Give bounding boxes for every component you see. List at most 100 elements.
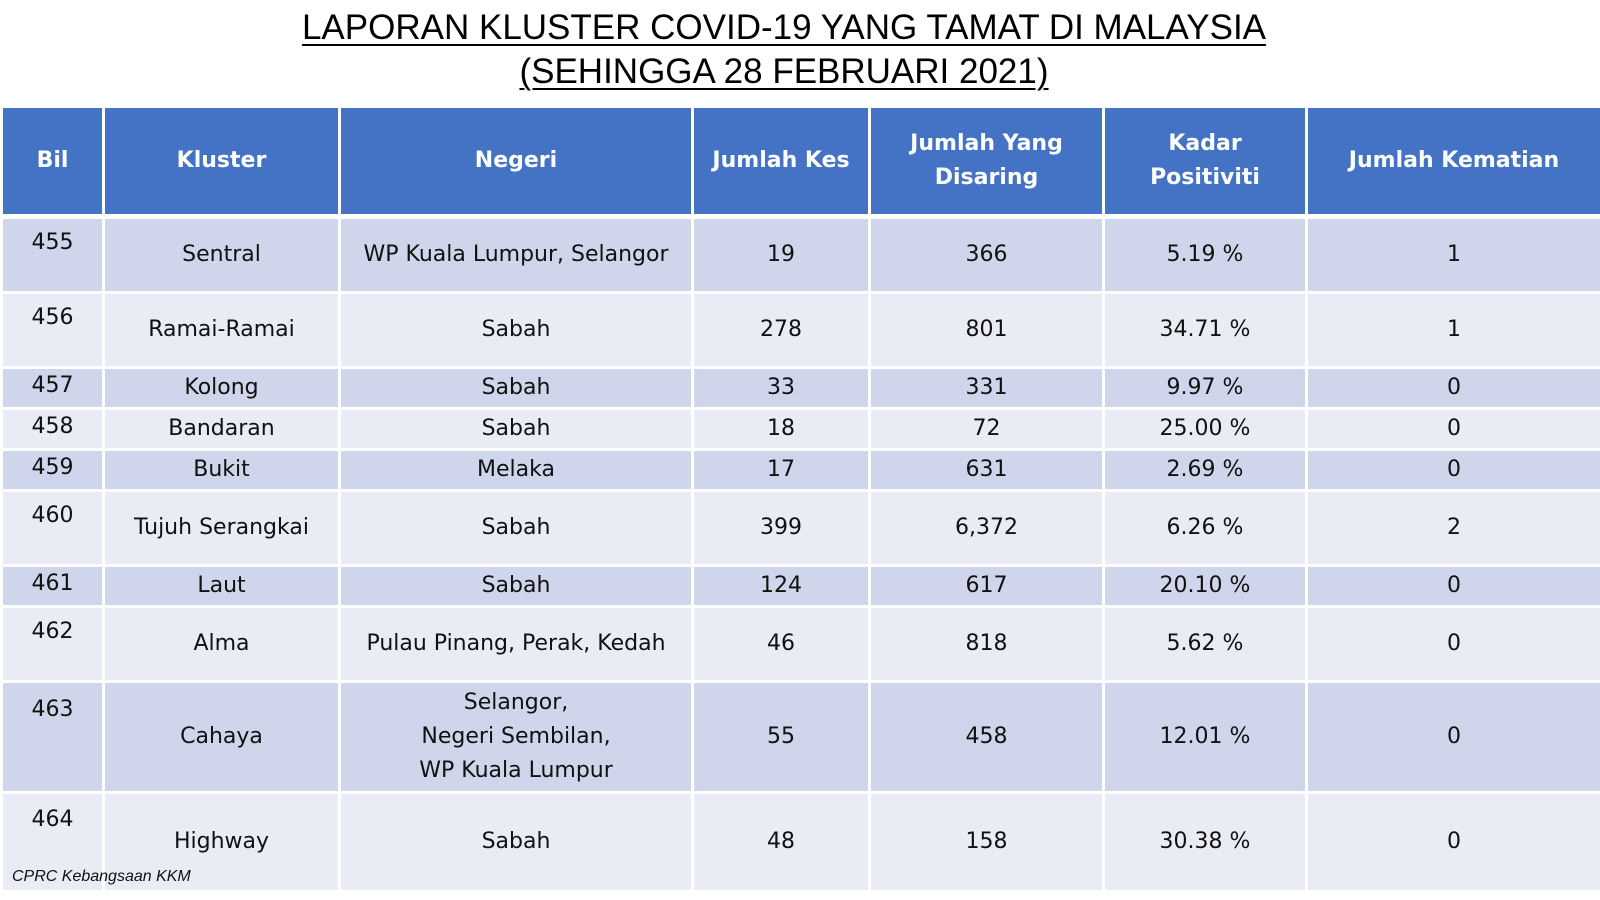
cell-negeri: Sabah [338,407,694,451]
cell-jumlah-kematian: 0 [1305,564,1600,608]
cell-kadar-positiviti: 5.19 % [1102,215,1308,294]
cell-jumlah-kematian: 1 [1305,291,1600,369]
cell-jumlah-disaring: 458 [868,680,1105,794]
table-row: 462 Alma Pulau Pinang, Perak, Kedah 46 818 5.… [0,605,1600,683]
cell-kadar-positiviti: 20.10 % [1102,564,1308,608]
header-jumlah-kematian: Jumlah Kematian [1305,108,1600,219]
table-row: 457 Kolong Sabah 33 331 9.97 % 0 [0,366,1600,410]
cell-jumlah-kes: 17 [691,448,871,492]
cell-kluster: Bukit [102,448,341,492]
cell-jumlah-kes: 124 [691,564,871,608]
negeri-line: Sabah [481,573,551,598]
cell-jumlah-kematian: 0 [1305,605,1600,683]
negeri-line: Sabah [481,317,551,342]
cell-kadar-positiviti: 9.97 % [1102,366,1308,410]
cell-jumlah-kematian: 0 [1305,791,1600,893]
cell-jumlah-disaring: 366 [868,215,1105,294]
header-negeri: Negeri [338,108,694,219]
cell-kadar-positiviti: 25.00 % [1102,407,1308,451]
report-title-line1: LAPORAN KLUSTER COVID-19 YANG TAMAT DI M… [301,8,1267,47]
cell-jumlah-kematian: 2 [1305,489,1600,567]
table-row: 456 Ramai-Ramai Sabah 278 801 34.71 % 1 [0,291,1600,369]
cell-bil: 464 [0,791,105,893]
table-row: 461 Laut Sabah 124 617 20.10 % 0 [0,564,1600,608]
cell-kluster: Ramai-Ramai [102,291,341,369]
header-jumlah-kes: Jumlah Kes [691,108,871,219]
cell-negeri: Pulau Pinang, Perak, Kedah [338,605,694,683]
cell-jumlah-kes: 278 [691,291,871,369]
cell-negeri: Sabah [338,291,694,369]
cell-jumlah-kematian: 0 [1305,680,1600,794]
header-kadar-positiviti: Kadar Positiviti [1102,108,1308,219]
cell-negeri: Sabah [338,791,694,893]
cell-jumlah-kes: 46 [691,605,871,683]
cell-negeri: Sabah [338,564,694,608]
cell-jumlah-kematian: 0 [1305,366,1600,410]
cluster-table: Bil Kluster Negeri Jumlah Kes Jumlah Yan… [0,108,1600,893]
negeri-line: Sabah [481,515,551,540]
cell-kadar-positiviti: 6.26 % [1102,489,1308,567]
negeri-line: Negeri Sembilan, [421,724,611,749]
table-row: 464 Highway Sabah 48 158 30.38 % 0 [0,791,1600,893]
negeri-line: Sabah [481,829,551,854]
cell-bil: 463 [0,680,105,794]
negeri-line: Melaka [477,457,555,482]
table-row: 455 Sentral WP Kuala Lumpur, Selangor 19 366… [0,215,1600,294]
cell-bil: 458 [0,407,105,451]
negeri-line: Sabah [481,375,551,400]
cell-kadar-positiviti: 5.62 % [1102,605,1308,683]
cell-jumlah-disaring: 818 [868,605,1105,683]
negeri-line: WP Kuala Lumpur, Selangor [363,242,669,267]
header-kluster: Kluster [102,108,341,219]
negeri-line: Sabah [481,416,551,441]
cell-kadar-positiviti: 2.69 % [1102,448,1308,492]
table-row: 459 Bukit Melaka 17 631 2.69 % 0 [0,448,1600,492]
header-bil: Bil [0,108,105,219]
cell-jumlah-disaring: 158 [868,791,1105,893]
cell-bil: 462 [0,605,105,683]
cell-bil: 461 [0,564,105,608]
cell-kadar-positiviti: 30.38 % [1102,791,1308,893]
cell-bil: 457 [0,366,105,410]
cell-kadar-positiviti: 12.01 % [1102,680,1308,794]
cell-jumlah-kes: 33 [691,366,871,410]
cell-jumlah-kematian: 1 [1305,215,1600,294]
negeri-line: Pulau Pinang, Perak, Kedah [366,631,666,656]
cell-negeri: Selangor, Negeri Sembilan, WP Kuala Lumpur [338,680,694,794]
report-title: LAPORAN KLUSTER COVID-19 YANG TAMAT DI M… [0,6,1568,94]
cell-negeri: Sabah [338,489,694,567]
cell-jumlah-kematian: 0 [1305,448,1600,492]
cell-jumlah-kematian: 0 [1305,407,1600,451]
table-body: 455 Sentral WP Kuala Lumpur, Selangor 19 366… [0,215,1600,893]
cell-bil: 455 [0,215,105,294]
cell-jumlah-disaring: 617 [868,564,1105,608]
cell-kluster: Alma [102,605,341,683]
cell-jumlah-kes: 399 [691,489,871,567]
table-row: 458 Bandaran Sabah 18 72 25.00 % 0 [0,407,1600,451]
cell-kluster: Tujuh Serangkai [102,489,341,567]
cell-negeri: WP Kuala Lumpur, Selangor [338,215,694,294]
cell-jumlah-disaring: 801 [868,291,1105,369]
cell-bil: 460 [0,489,105,567]
negeri-line: WP Kuala Lumpur [419,758,613,783]
cell-jumlah-kes: 19 [691,215,871,294]
table-header-row: Bil Kluster Negeri Jumlah Kes Jumlah Yan… [0,108,1600,219]
cell-kluster: Laut [102,564,341,608]
cell-jumlah-disaring: 631 [868,448,1105,492]
cell-jumlah-kes: 18 [691,407,871,451]
header-jumlah-disaring: Jumlah Yang Disaring [868,108,1105,219]
table-row: 460 Tujuh Serangkai Sabah 399 6,372 6.26 % 2 [0,489,1600,567]
table-row: 463 Cahaya Selangor, Negeri Sembilan, WP Kua… [0,680,1600,794]
source-footnote: CPRC Kebangsaan KKM [12,868,191,885]
report-title-line2: (SEHINGGA 28 FEBRUARI 2021) [519,52,1049,91]
cell-kluster: Kolong [102,366,341,410]
cell-jumlah-disaring: 331 [868,366,1105,410]
cell-jumlah-kes: 48 [691,791,871,893]
cell-negeri: Melaka [338,448,694,492]
cell-kadar-positiviti: 34.71 % [1102,291,1308,369]
cell-kluster: Sentral [102,215,341,294]
cell-negeri: Sabah [338,366,694,410]
cell-bil: 456 [0,291,105,369]
cell-jumlah-disaring: 6,372 [868,489,1105,567]
negeri-line: Selangor, [463,690,569,715]
